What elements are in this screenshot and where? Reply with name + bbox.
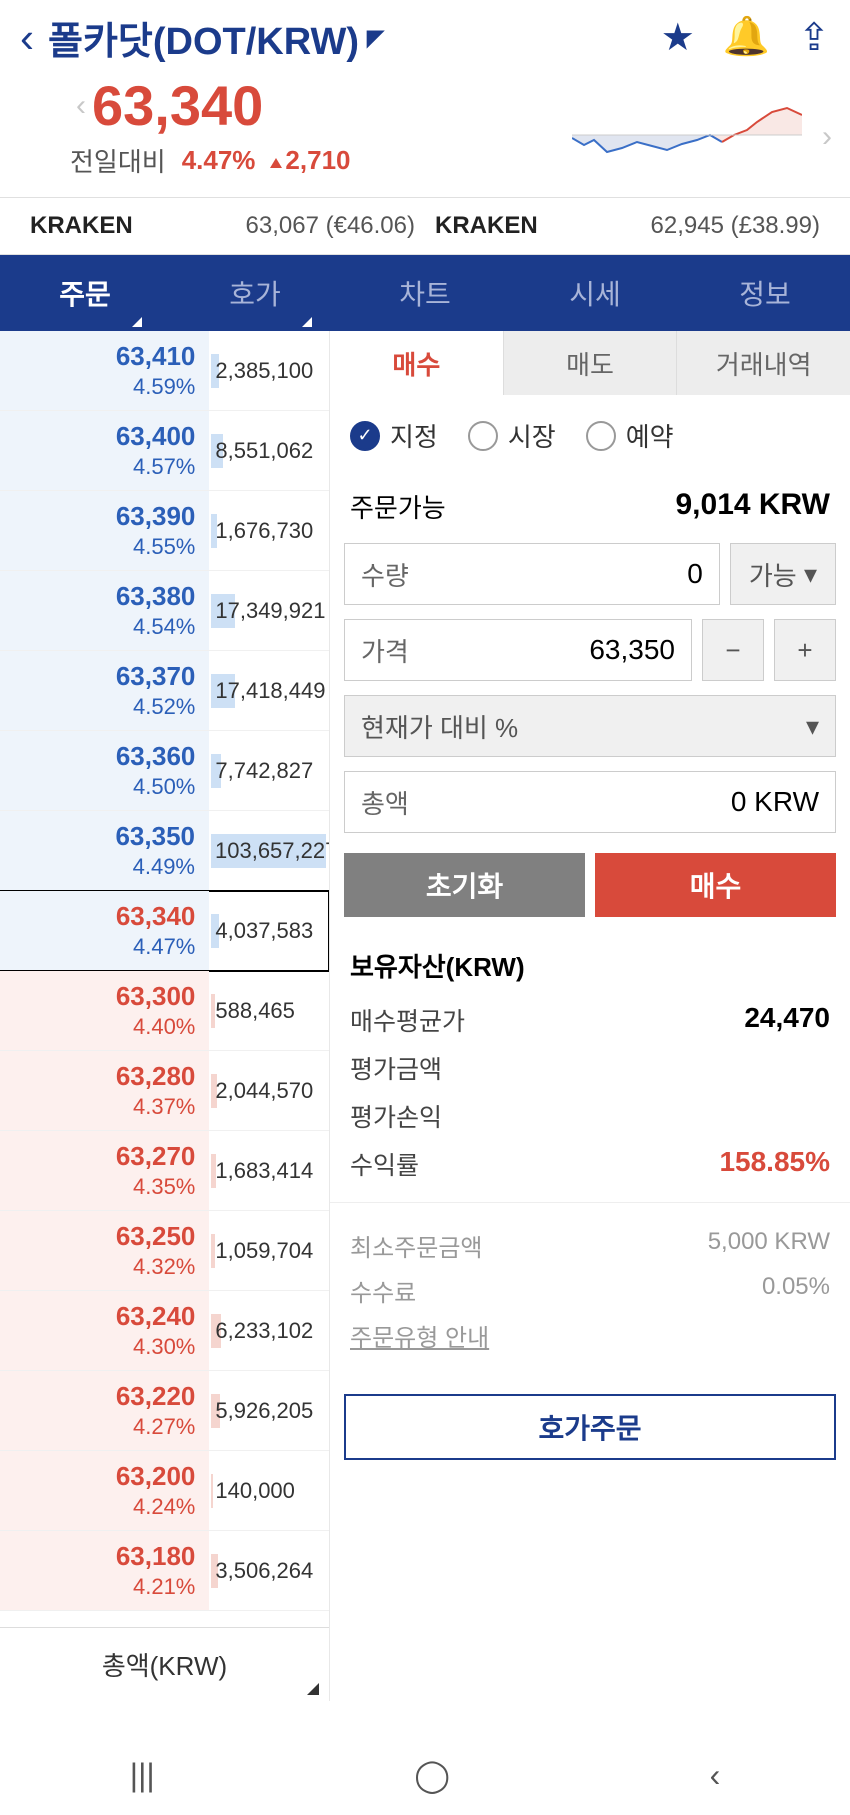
reset-button[interactable]: 초기화: [344, 853, 585, 917]
change-percent: 4.47%: [182, 145, 256, 176]
tab-orderbook[interactable]: 호가: [170, 255, 340, 331]
sparkline-chart: ›: [572, 100, 802, 170]
orderbook: 63,4104.59% 2,385,100 63,4004.57% 8,551,…: [0, 331, 330, 1701]
holdings-row: 평가금액: [350, 1044, 830, 1092]
orderbook-row[interactable]: 63,1804.21% 3,506,264: [0, 1531, 329, 1611]
buy-tab[interactable]: 매수: [330, 331, 503, 395]
tab-quote[interactable]: 시세: [510, 255, 680, 331]
recent-apps-button[interactable]: |||: [130, 1757, 155, 1794]
exchange-bar: KRAKEN 63,067 (€46.06) KRAKEN 62,945 (£3…: [0, 197, 850, 255]
orderbook-row[interactable]: 63,3604.50% 7,742,827: [0, 731, 329, 811]
order-panel: 매수 매도 거래내역 ✓지정 시장 예약 주문가능 9,014 KRW 수량0 …: [330, 331, 850, 1701]
order-type-limit[interactable]: ✓지정: [350, 417, 438, 454]
info-row: 최소주문금액5,000 KRW: [350, 1223, 830, 1268]
exchange-name: KRAKEN: [30, 212, 133, 240]
next-pair-button[interactable]: ›: [816, 120, 838, 154]
orderbook-row[interactable]: 63,2804.37% 2,044,570: [0, 1051, 329, 1131]
share-icon[interactable]: ⇪: [798, 15, 830, 60]
order-type-market[interactable]: 시장: [468, 417, 556, 454]
change-label: 전일대비: [70, 142, 166, 179]
holdings-row: 수익률158.85%: [350, 1140, 830, 1188]
quantity-input[interactable]: 수량0: [344, 543, 720, 605]
android-nav-bar: ||| ◯ ‹: [0, 1735, 850, 1815]
orderbook-footer[interactable]: 총액(KRW): [0, 1627, 329, 1701]
orderbook-row[interactable]: 63,4004.57% 8,551,062: [0, 411, 329, 491]
back-button[interactable]: ‹: [20, 14, 34, 62]
orderbook-row[interactable]: 63,2504.32% 1,059,704: [0, 1211, 329, 1291]
exchange-name: KRAKEN: [435, 212, 538, 240]
star-icon[interactable]: ★: [661, 15, 695, 60]
prev-pair-button[interactable]: ‹: [70, 89, 92, 123]
price-minus-button[interactable]: −: [702, 619, 764, 681]
back-nav-button[interactable]: ‹: [710, 1757, 721, 1794]
percent-select[interactable]: 현재가 대비 %▾: [344, 695, 836, 757]
holdings-title: 보유자산(KRW): [350, 947, 830, 984]
home-button[interactable]: ◯: [414, 1756, 450, 1794]
order-type-reserve[interactable]: 예약: [586, 417, 674, 454]
bell-icon[interactable]: 🔔: [723, 15, 770, 60]
orderbook-row[interactable]: 63,3804.54% 17,349,921: [0, 571, 329, 651]
orderbook-row[interactable]: 63,2004.24% 140,000: [0, 1451, 329, 1531]
exchange-value: 62,945 (£38.99): [651, 212, 820, 240]
sell-tab[interactable]: 매도: [503, 331, 677, 395]
tab-order[interactable]: 주문: [0, 255, 170, 331]
change-diff: 2,710: [271, 145, 350, 176]
total-input[interactable]: 총액0 KRW: [344, 771, 836, 833]
tab-chart[interactable]: 차트: [340, 255, 510, 331]
available-label: 주문가능: [350, 488, 446, 525]
holdings-row: 매수평균가24,470: [350, 996, 830, 1044]
buy-button[interactable]: 매수: [595, 853, 836, 917]
orderbook-row[interactable]: 63,3504.49% 103,657,227: [0, 811, 329, 891]
holdings-row: 평가손익: [350, 1092, 830, 1140]
quote-order-button[interactable]: 호가주문: [344, 1394, 836, 1460]
orderbook-row[interactable]: 63,3004.40% 588,465: [0, 971, 329, 1051]
orderbook-row[interactable]: 63,3904.55% 1,676,730: [0, 491, 329, 571]
available-value: 9,014 KRW: [675, 488, 830, 525]
orderbook-row[interactable]: 63,4104.59% 2,385,100: [0, 331, 329, 411]
orderbook-row[interactable]: 63,2704.35% 1,683,414: [0, 1131, 329, 1211]
orderbook-row[interactable]: 63,2404.30% 6,233,102: [0, 1291, 329, 1371]
price-input[interactable]: 가격63,350: [344, 619, 692, 681]
price-plus-button[interactable]: +: [774, 619, 836, 681]
tab-info[interactable]: 정보: [680, 255, 850, 331]
exchange-value: 63,067 (€46.06): [246, 212, 415, 240]
history-tab[interactable]: 거래내역: [676, 331, 850, 395]
current-price: 63,340: [92, 73, 263, 138]
header: ‹ 폴카닷(DOT/KRW)◤ ★ 🔔 ⇪ ‹ 63,340 전일대비 4.47…: [0, 0, 850, 197]
main-tabs: 주문 호가 차트 시세 정보: [0, 255, 850, 331]
orderbook-row[interactable]: 63,3404.47% 4,037,583: [0, 891, 329, 971]
orderbook-row[interactable]: 63,2204.27% 5,926,205: [0, 1371, 329, 1451]
info-row: 수수료0.05%: [350, 1268, 830, 1313]
pair-title[interactable]: 폴카닷(DOT/KRW)◤: [48, 10, 647, 65]
order-type-guide-link[interactable]: 주문유형 안내: [350, 1313, 830, 1358]
orderbook-row[interactable]: 63,3704.52% 17,418,449: [0, 651, 329, 731]
quantity-max-button[interactable]: 가능 ▾: [730, 543, 836, 605]
